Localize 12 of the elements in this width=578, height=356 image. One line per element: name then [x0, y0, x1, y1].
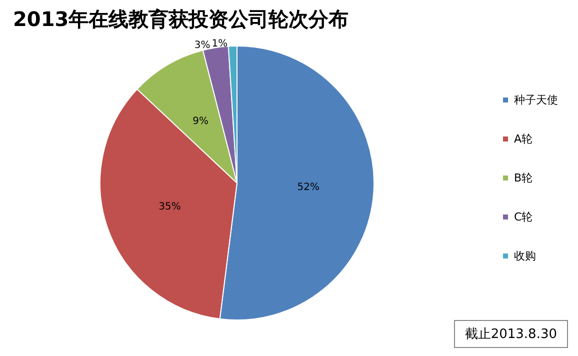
legend-label: 种子天使 [514, 94, 558, 106]
legend-label: C轮 [514, 210, 533, 224]
data-label: 35% [158, 202, 181, 213]
chart-title: 2013年在线教育获投资公司轮次分布 [13, 7, 349, 31]
legend-label: A轮 [514, 132, 533, 146]
data-label: 3% [194, 40, 210, 52]
data-label: 52% [297, 182, 320, 193]
data-label: 1% [212, 38, 228, 50]
legend-label: 收购 [514, 250, 536, 262]
text: 截止2013.8.30 [454, 320, 568, 348]
data-label: 9% [192, 116, 209, 127]
legend-label: B轮 [514, 172, 533, 184]
